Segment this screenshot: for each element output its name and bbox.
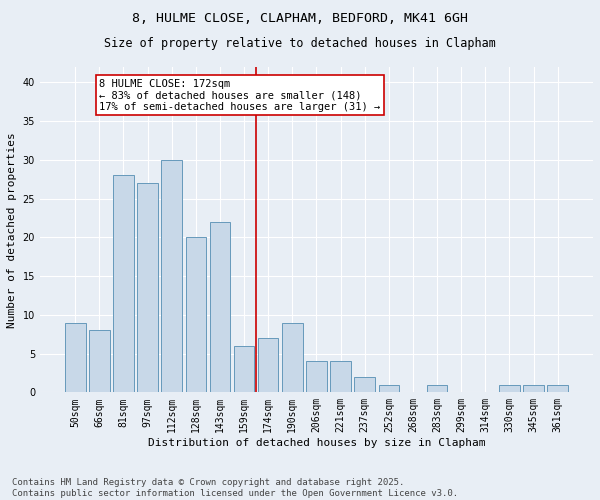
Y-axis label: Number of detached properties: Number of detached properties xyxy=(7,132,17,328)
Bar xyxy=(137,183,158,392)
Bar xyxy=(306,362,327,392)
Bar xyxy=(89,330,110,392)
Bar xyxy=(499,384,520,392)
Bar xyxy=(258,338,278,392)
Bar xyxy=(185,238,206,392)
Bar xyxy=(355,377,375,392)
Bar xyxy=(65,322,86,392)
Text: 8 HULME CLOSE: 172sqm
← 83% of detached houses are smaller (148)
17% of semi-det: 8 HULME CLOSE: 172sqm ← 83% of detached … xyxy=(100,78,380,112)
Bar xyxy=(523,384,544,392)
Bar xyxy=(547,384,568,392)
Text: Size of property relative to detached houses in Clapham: Size of property relative to detached ho… xyxy=(104,38,496,51)
X-axis label: Distribution of detached houses by size in Clapham: Distribution of detached houses by size … xyxy=(148,438,485,448)
Text: 8, HULME CLOSE, CLAPHAM, BEDFORD, MK41 6GH: 8, HULME CLOSE, CLAPHAM, BEDFORD, MK41 6… xyxy=(132,12,468,26)
Bar xyxy=(234,346,254,393)
Bar xyxy=(113,176,134,392)
Bar xyxy=(331,362,351,392)
Bar xyxy=(379,384,399,392)
Bar xyxy=(282,322,302,392)
Bar xyxy=(427,384,448,392)
Text: Contains HM Land Registry data © Crown copyright and database right 2025.
Contai: Contains HM Land Registry data © Crown c… xyxy=(12,478,458,498)
Bar xyxy=(161,160,182,392)
Bar xyxy=(210,222,230,392)
